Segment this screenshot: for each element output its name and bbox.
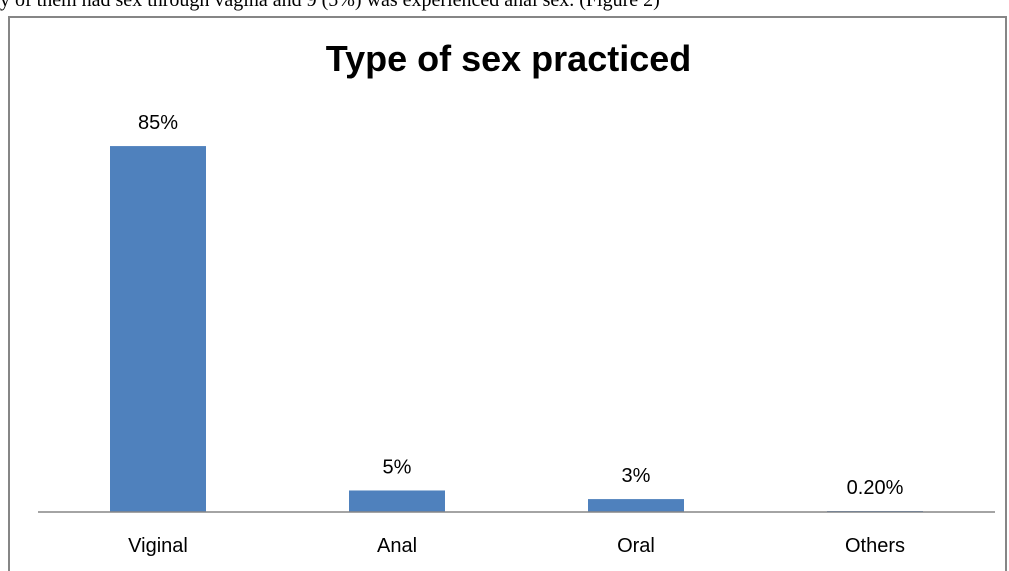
category-label-anal: Anal <box>377 535 417 557</box>
caption-text: y of them had sex through vagina and 9 (… <box>0 0 660 11</box>
value-label-viginal: 85% <box>138 112 178 134</box>
value-label-anal: 5% <box>383 456 412 478</box>
bar-viginal <box>110 146 206 512</box>
chart-title: Type of sex practiced <box>325 38 692 79</box>
category-label-oral: Oral <box>617 535 655 557</box>
value-label-others: 0.20% <box>847 477 904 499</box>
category-labels-group: Viginal Anal Oral Others <box>128 535 905 557</box>
category-label-others: Others <box>845 535 905 557</box>
value-label-oral: 3% <box>622 465 651 487</box>
bars-group <box>110 146 923 512</box>
bar-anal <box>349 490 445 512</box>
category-label-viginal: Viginal <box>128 535 188 557</box>
bar-oral <box>588 499 684 512</box>
value-labels-group: 85% 5% 3% 0.20% <box>138 112 904 499</box>
